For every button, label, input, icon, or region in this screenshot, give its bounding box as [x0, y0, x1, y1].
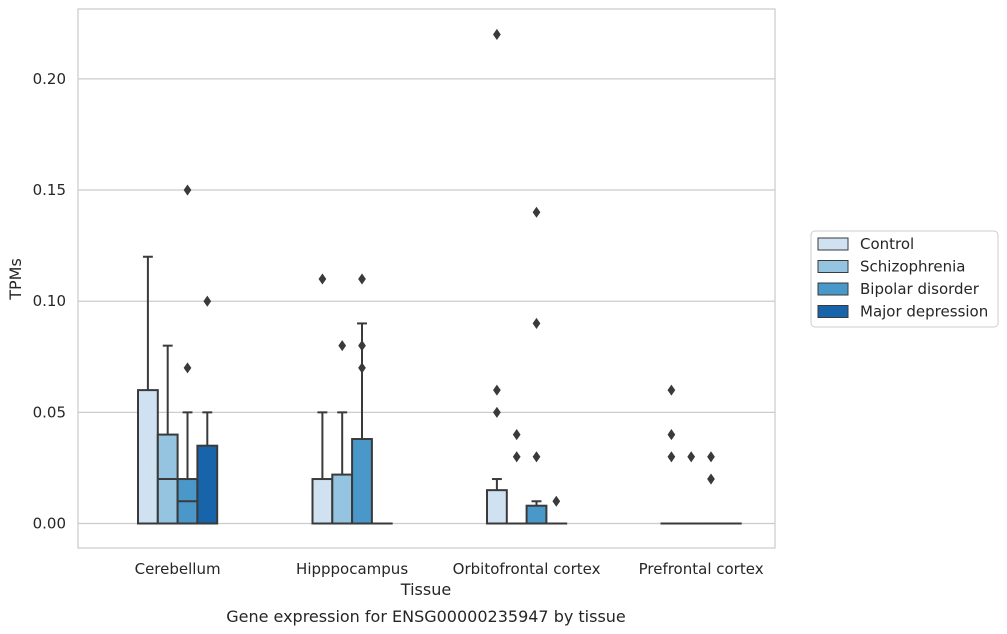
outlier-point: [358, 340, 366, 352]
outlier-point: [532, 206, 541, 218]
x-axis-ticks: Cerebellum Hipppocampus Orbitofrontal cort…: [135, 560, 764, 578]
outlier-point: [493, 406, 501, 418]
box-plot: [486, 28, 508, 525]
outlier-point: [338, 340, 347, 352]
x-tick-label: Hipppocampus: [296, 560, 408, 578]
box: [311, 478, 334, 525]
x-tick-label: Cerebellum: [135, 560, 221, 578]
box-plot: [156, 344, 179, 525]
box: [196, 444, 219, 525]
legend-swatch: [817, 260, 849, 273]
x-tick-label: Prefrontal cortex: [639, 560, 764, 578]
legend-swatch: [817, 237, 849, 251]
outlier-point: [183, 184, 192, 196]
y-axis-ticks: 0.00 0.05 0.10 0.15 0.20: [33, 70, 66, 533]
x-tick-label: Orbitofrontal cortex: [453, 560, 601, 578]
outlier-point: [667, 384, 676, 396]
outlier-point: [667, 451, 676, 463]
box: [331, 473, 354, 525]
outlier-point: [358, 273, 366, 285]
box-plot: [331, 340, 354, 525]
outlier-point: [318, 273, 327, 285]
box-plot: [196, 295, 219, 525]
legend-label: Bipolar disorder: [860, 280, 980, 298]
outlier-point: [493, 28, 501, 40]
x-axis-label: Tissue: [400, 580, 451, 599]
legend-swatch: [817, 305, 849, 318]
chart-caption: Gene expression for ENSG00000235947 by t…: [226, 607, 626, 626]
outlier-point: [552, 495, 561, 507]
box-plot: [505, 429, 528, 525]
legend: Control Schizophrenia Bipolar disorder Majo…: [810, 230, 999, 328]
box-plot: [137, 255, 159, 525]
box-plot: [351, 273, 373, 525]
gridlines: [78, 78, 775, 525]
y-tick-label: 0.10: [33, 292, 66, 310]
box-plot: [311, 273, 334, 525]
outlier-point: [358, 362, 366, 374]
outlier-point: [493, 384, 501, 396]
box-plots: [137, 28, 742, 525]
legend-label: Control: [860, 235, 914, 253]
box-plot: [700, 451, 722, 525]
box: [525, 504, 548, 525]
box-plot: [680, 451, 703, 525]
y-tick-label: 0.15: [33, 181, 66, 199]
y-axis-label: TPMs: [6, 258, 25, 301]
outlier-point: [203, 295, 212, 307]
y-tick-label: 0.05: [33, 403, 66, 421]
box: [137, 389, 159, 525]
box: [486, 489, 508, 525]
outlier-point: [183, 362, 192, 374]
box-plot: [525, 206, 548, 525]
legend-label: Schizophrenia: [860, 258, 965, 276]
box-plot: [545, 495, 568, 525]
y-tick-label: 0.00: [33, 515, 66, 533]
plot-frame: [77, 8, 776, 549]
outlier-point: [707, 473, 715, 485]
outlier-point: [512, 429, 521, 441]
box-plot: [660, 384, 683, 525]
outlier-point: [707, 451, 715, 463]
box: [351, 438, 373, 525]
legend-swatch: [817, 282, 849, 296]
legend-label: Major depression: [860, 303, 988, 321]
y-tick-label: 0.20: [33, 70, 66, 88]
outlier-point: [667, 429, 676, 441]
outlier-point: [687, 451, 696, 463]
legend-frame: [810, 230, 999, 328]
outlier-point: [532, 317, 541, 329]
outlier-point: [512, 451, 521, 463]
outlier-point: [532, 451, 541, 463]
box-plot: [176, 184, 199, 525]
